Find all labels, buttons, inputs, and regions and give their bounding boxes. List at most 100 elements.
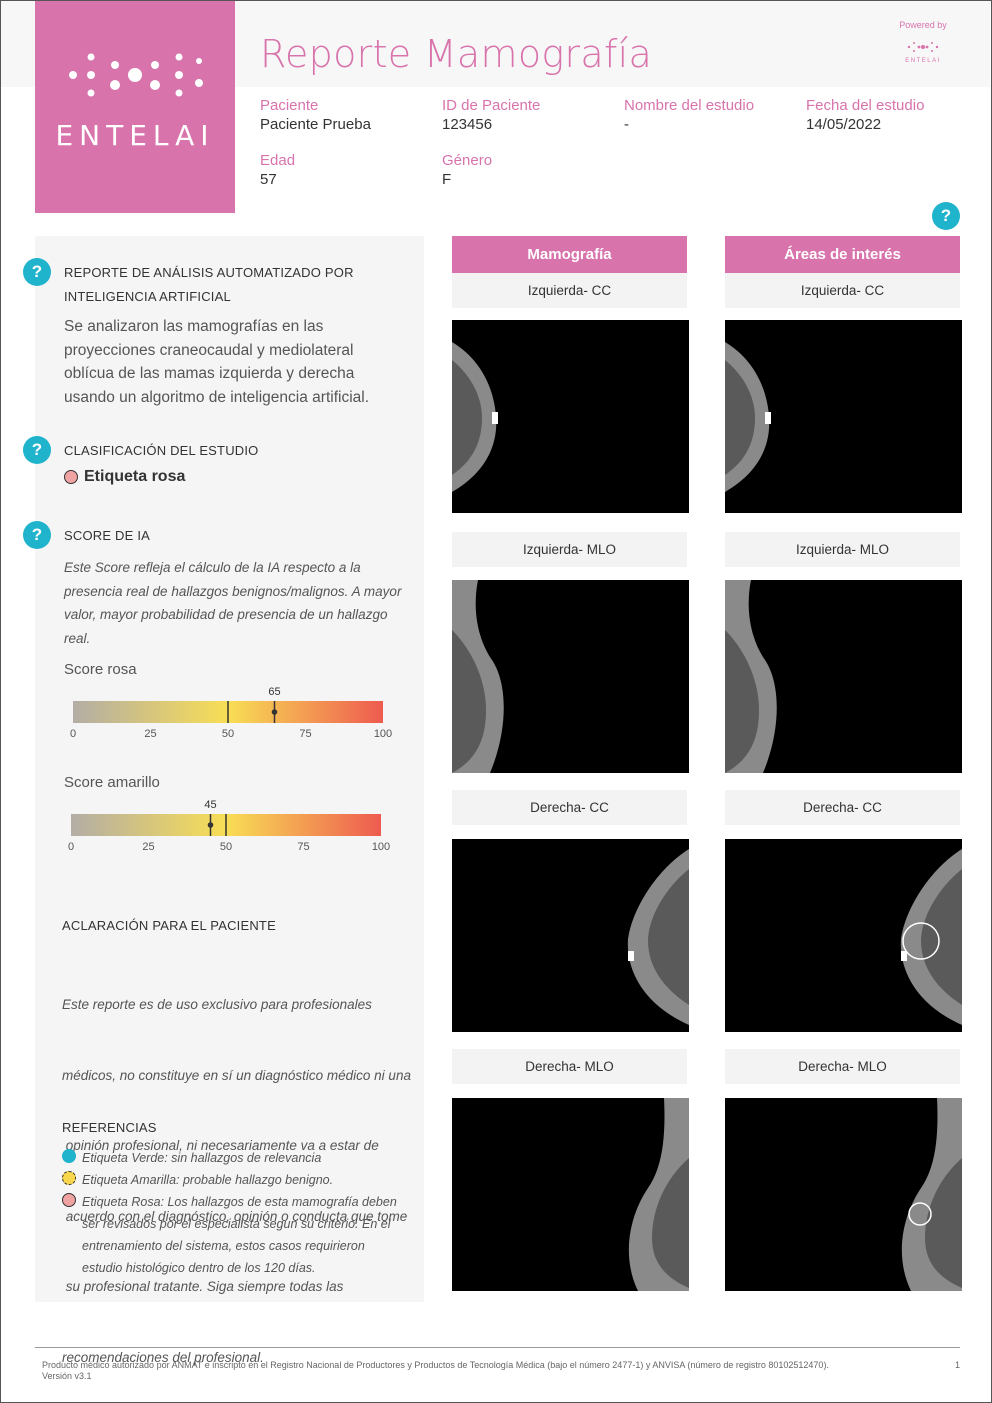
clarification-line: Este reporte es de uso exclusivo para pr… bbox=[62, 997, 372, 1012]
genero-label: Género bbox=[442, 152, 493, 169]
mamografia-column-header: Mamografía bbox=[452, 236, 687, 273]
roi-der-cc[interactable] bbox=[725, 839, 962, 1032]
id-label: ID de Paciente bbox=[442, 97, 541, 114]
brand-logo: ENTELAI bbox=[35, 1, 235, 213]
page-title: Reporte Mamografía bbox=[260, 32, 653, 76]
reference-rosa: Etiqueta Rosa: Los hallazgos de esta mam… bbox=[62, 1191, 397, 1279]
score-rosa-tick: 75 bbox=[299, 728, 311, 740]
score-amarillo-tick: 100 bbox=[372, 841, 390, 853]
mammogram-der-mlo[interactable] bbox=[452, 1098, 689, 1291]
analysis-help-icon[interactable]: ? bbox=[23, 258, 51, 286]
reference-rosa-line: Etiqueta Rosa: Los hallazgos de esta mam… bbox=[82, 1195, 397, 1209]
analysis-text: Se analizaron las mamografías en las pro… bbox=[64, 318, 370, 406]
images-help-icon[interactable]: ? bbox=[932, 202, 960, 230]
score-amarillo-label: Score amarillo bbox=[64, 774, 160, 791]
analysis-panel bbox=[35, 236, 424, 1302]
reference-verde-text: Etiqueta Verde: sin hallazgos de relevan… bbox=[82, 1151, 322, 1165]
footer-legal-line: Producto médico autorizado por ANMAT e i… bbox=[42, 1360, 829, 1370]
score-rosa-tick: 0 bbox=[70, 728, 76, 740]
powered-by: Powered by ENTELAI bbox=[880, 20, 966, 64]
field-id-paciente: ID de Paciente 123456 bbox=[442, 97, 540, 135]
field-fecha-estudio: Fecha del estudio 14/05/2022 bbox=[806, 97, 924, 135]
analysis-title: REPORTE DE ANÁLISIS AUTOMATIZADO POR INT… bbox=[64, 261, 354, 309]
field-paciente: Paciente Paciente Prueba bbox=[260, 97, 371, 135]
score-rosa-tick: 100 bbox=[374, 728, 392, 740]
view-label-der-mlo-roi: Derecha- MLO bbox=[725, 1049, 960, 1084]
yellow-label-icon bbox=[62, 1171, 76, 1185]
classification-help-icon[interactable]: ? bbox=[23, 436, 51, 464]
pink-label-icon bbox=[62, 1193, 76, 1207]
edad-value: 57 bbox=[260, 171, 277, 188]
genero-value: F bbox=[442, 171, 452, 188]
clarification-line: acuerdo con el diagnóstico, opinión o co… bbox=[62, 1208, 408, 1224]
clarification-line: médicos, no constituye en sí un diagnóst… bbox=[62, 1067, 411, 1083]
classification-label: Etiqueta rosa bbox=[84, 468, 186, 485]
powered-name: ENTELAI bbox=[905, 58, 941, 64]
footer-legal: Producto médico autorizado por ANMAT e i… bbox=[42, 1360, 922, 1382]
estudio-label: Nombre del estudio bbox=[624, 97, 755, 114]
paciente-value: Paciente Prueba bbox=[260, 116, 371, 133]
field-nombre-estudio: Nombre del estudio - bbox=[624, 97, 754, 135]
analysis-title-line1: REPORTE DE ANÁLISIS AUTOMATIZADO POR bbox=[64, 265, 354, 280]
clarification-line: recomendaciones del profesional. bbox=[62, 1349, 264, 1365]
score-title: SCORE DE IA bbox=[64, 528, 150, 543]
classification-title: CLASIFICACIÓN DEL ESTUDIO bbox=[64, 443, 259, 458]
logo-wordmark: ENTELAI bbox=[55, 119, 215, 152]
id-value: 123456 bbox=[442, 116, 493, 133]
score-amarillo-marker-dot bbox=[207, 822, 214, 828]
footer-version: Versión v3.1 bbox=[42, 1371, 92, 1381]
powered-logo-icon bbox=[907, 42, 939, 52]
clarification-text: Este reporte es de uso exclusivo para pr… bbox=[62, 946, 417, 1393]
score-rosa-marker-dot bbox=[271, 709, 278, 715]
reference-rosa-text: Etiqueta Rosa: Los hallazgos de esta mam… bbox=[82, 1191, 397, 1279]
score-description: Este Score refleja el cálculo de la IA r… bbox=[64, 560, 402, 646]
view-label-izq-mlo-roi: Izquierda- MLO bbox=[725, 532, 960, 567]
roi-izq-mlo[interactable] bbox=[725, 580, 962, 773]
footer-divider bbox=[35, 1347, 960, 1348]
fecha-value: 14/05/2022 bbox=[806, 116, 882, 133]
field-genero: Género F bbox=[442, 152, 492, 190]
green-label-icon bbox=[62, 1149, 76, 1163]
mammogram-izq-mlo[interactable] bbox=[452, 580, 689, 773]
roi-izq-cc[interactable] bbox=[725, 320, 962, 513]
score-amarillo-tick: 0 bbox=[68, 841, 74, 853]
score-amarillo-gauge: 45 0 25 50 75 100 bbox=[68, 799, 390, 853]
field-edad: Edad 57 bbox=[260, 152, 295, 190]
reference-verde: Etiqueta Verde: sin hallazgos de relevan… bbox=[62, 1147, 321, 1169]
view-label-izq-cc: Izquierda- CC bbox=[452, 273, 687, 308]
score-amarillo-tick: 25 bbox=[142, 841, 154, 853]
references-title: REFERENCIAS bbox=[62, 1120, 157, 1135]
mammogram-der-cc[interactable] bbox=[452, 839, 689, 1032]
score-rosa-value: 65 bbox=[268, 686, 280, 698]
roi-circle-icon bbox=[902, 922, 940, 960]
powered-by-label: Powered by bbox=[899, 20, 947, 30]
clarification-line: opinión profesional, ni necesariamente v… bbox=[62, 1138, 379, 1153]
page-number: 1 bbox=[955, 1360, 961, 1370]
view-label-der-mlo: Derecha- MLO bbox=[452, 1049, 687, 1084]
reference-rosa-line: ser revisados por el especialista segun … bbox=[82, 1217, 391, 1231]
score-rosa-label: Score rosa bbox=[64, 661, 137, 678]
reference-rosa-line: estudio histológico dentro de los 120 dí… bbox=[82, 1261, 316, 1275]
score-amarillo-tick: 75 bbox=[297, 841, 309, 853]
score-rosa-tick: 50 bbox=[222, 728, 234, 740]
edad-label: Edad bbox=[260, 152, 296, 169]
pink-label-icon bbox=[64, 470, 78, 484]
reference-rosa-line: entrenamiento del sistema, estos casos r… bbox=[82, 1239, 365, 1253]
score-rosa-gauge: 65 0 25 50 75 100 bbox=[70, 686, 392, 740]
score-amarillo-value: 45 bbox=[204, 799, 216, 811]
score-help-icon[interactable]: ? bbox=[23, 521, 51, 549]
fecha-label: Fecha del estudio bbox=[806, 97, 925, 114]
logo-dots-icon bbox=[69, 53, 203, 97]
mammogram-izq-cc[interactable] bbox=[452, 320, 689, 513]
paciente-label: Paciente bbox=[260, 97, 319, 114]
view-label-der-cc-roi: Derecha- CC bbox=[725, 790, 960, 825]
roi-circle-icon bbox=[908, 1202, 932, 1226]
view-label-izq-mlo: Izquierda- MLO bbox=[452, 532, 687, 567]
clarification-line: su profesional tratante. Siga siempre to… bbox=[62, 1279, 344, 1294]
roi-der-mlo[interactable] bbox=[725, 1098, 962, 1291]
score-rosa-tick: 25 bbox=[144, 728, 156, 740]
areas-column-header: Áreas de interés bbox=[725, 236, 960, 273]
view-label-der-cc: Derecha- CC bbox=[452, 790, 687, 825]
view-label-izq-cc-roi: Izquierda- CC bbox=[725, 273, 960, 308]
clarification-title: ACLARACIÓN PARA EL PACIENTE bbox=[62, 918, 276, 933]
